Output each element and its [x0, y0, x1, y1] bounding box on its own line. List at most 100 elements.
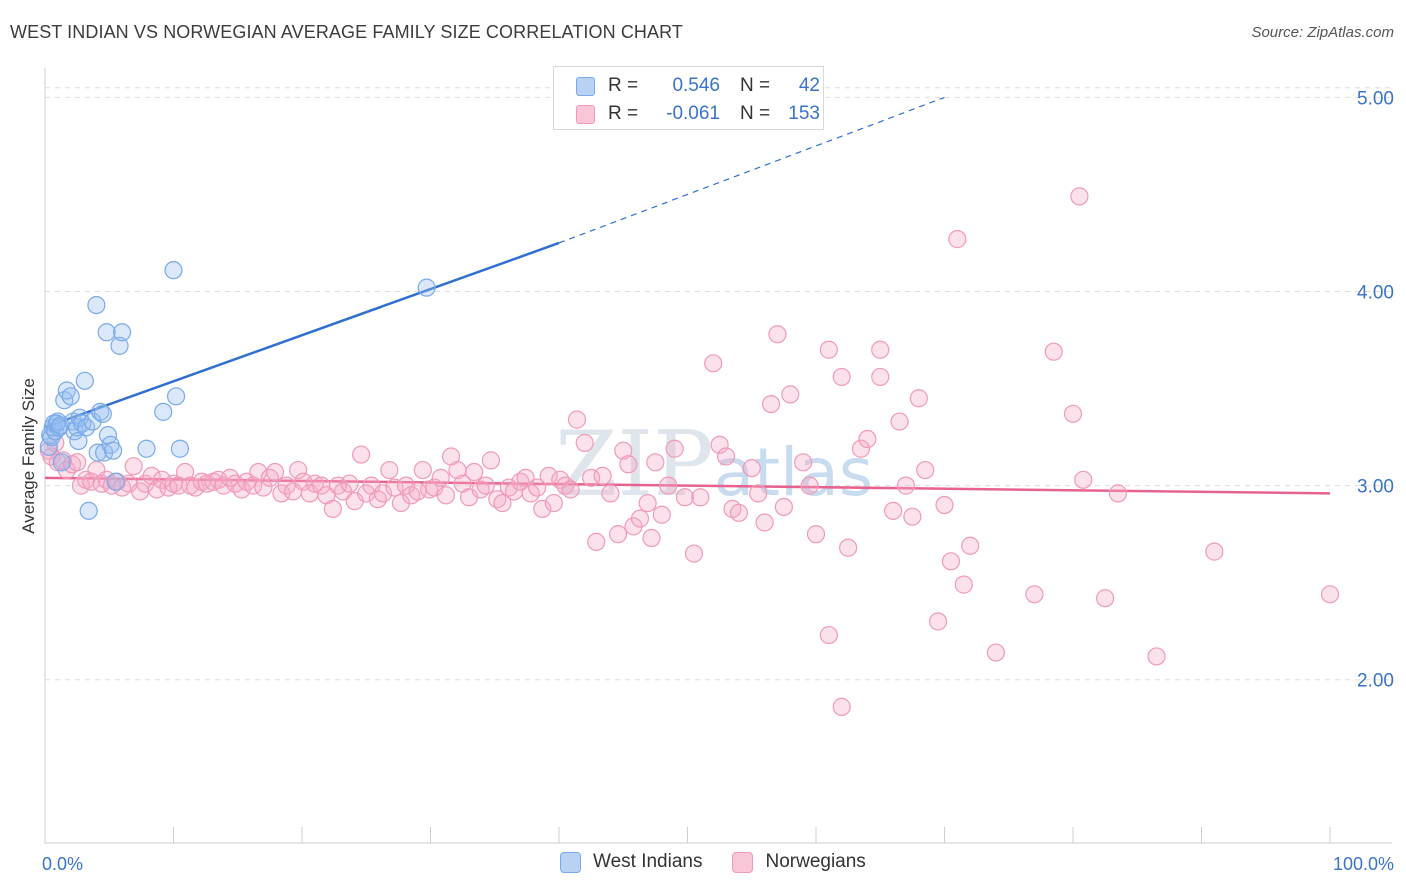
norwegians-point: [806, 525, 826, 544]
norwegians-point: [1205, 542, 1224, 561]
west-indians-point: [154, 402, 173, 421]
n-label: N =: [740, 103, 771, 124]
n-label: N =: [740, 75, 771, 96]
norwegians-points: [39, 187, 1340, 716]
norwegians-point: [638, 493, 657, 513]
west-indians-point: [75, 371, 94, 390]
norwegians-point: [465, 462, 484, 482]
r-label: R =: [608, 103, 639, 124]
norwegians-point: [368, 490, 387, 509]
west-indians-point: [79, 501, 98, 520]
west-indians-point: [97, 323, 116, 342]
west-indians-point: [104, 441, 123, 460]
norwegians-point: [385, 478, 404, 497]
axes: [44, 68, 1392, 844]
norwegians-point: [373, 484, 393, 503]
legend-item-norwegians[interactable]: Norwegians: [732, 851, 866, 873]
norwegians-point: [71, 476, 91, 495]
norwegians-point: [871, 367, 890, 387]
norwegians-point: [305, 474, 324, 493]
norwegians-point: [142, 466, 161, 486]
norwegians-point: [903, 507, 922, 526]
norwegians-point: [1147, 647, 1166, 666]
west-indians-point: [137, 439, 156, 458]
west-indians-point: [93, 404, 112, 423]
norwegians-point: [839, 538, 858, 557]
norwegians-point: [768, 325, 787, 344]
west-indians-point: [110, 336, 129, 355]
norwegians-point: [890, 412, 909, 431]
norwegians-point: [819, 340, 838, 359]
west-indians-point: [52, 453, 71, 472]
stats-legend: R = 0.546 N = 42 R = -0.061 N = 153: [553, 66, 824, 130]
west-indians-point: [91, 402, 110, 421]
norwegians-point: [729, 503, 749, 522]
chart-title: WEST INDIAN VS NORWEGIAN AVERAGE FAMILY …: [10, 22, 683, 42]
x-tick-label: 0.0%: [42, 854, 83, 874]
norwegians-point: [851, 439, 871, 458]
norwegians-point: [858, 429, 877, 449]
west-indians-point: [106, 472, 125, 491]
source-label: Source: ZipAtlas.com: [1251, 24, 1394, 41]
norwegians-point: [665, 439, 684, 458]
norwegians-point: [774, 497, 793, 517]
norwegians-point: [609, 525, 628, 544]
west-indians-trend-extension: [558, 96, 945, 244]
tick-labels: 2.00 3.00 4.00 5.00 0.0% 100.0%: [42, 88, 1394, 874]
norwegians-point: [781, 385, 800, 404]
norwegians-point: [646, 453, 665, 472]
norwegians-point: [493, 493, 512, 513]
norwegians-point: [755, 513, 774, 532]
legend-label-west-indians: West Indians: [593, 851, 703, 872]
watermark: ZIPatlas: [555, 412, 873, 517]
norwegians-point: [68, 453, 87, 472]
west-indians-trend-line: [44, 241, 560, 429]
norwegians-point: [948, 230, 967, 249]
y-axis-label: Average Family Size: [19, 378, 38, 534]
series-legend: West Indians Norwegians: [560, 851, 896, 873]
west-indians-swatch: [576, 76, 595, 96]
y-tick-label: 2.00: [1357, 671, 1394, 692]
norwegians-point: [431, 468, 450, 487]
norwegians-point: [561, 480, 580, 499]
norwegians-point: [528, 478, 547, 497]
norwegians-point: [704, 354, 723, 373]
norwegians-point: [1070, 187, 1089, 206]
norwegians-point: [941, 552, 961, 571]
norwegians-point: [909, 389, 928, 408]
norwegians-point: [582, 468, 601, 487]
norwegians-point: [476, 476, 495, 495]
norwegians-point: [289, 460, 308, 480]
west-indians-point: [112, 323, 132, 342]
norwegians-point: [710, 435, 729, 454]
norwegians-point: [614, 441, 633, 460]
norwegians-point: [601, 484, 620, 503]
norwegians-point: [916, 460, 935, 480]
west-indians-point: [164, 261, 183, 280]
r-value: 0.546: [672, 75, 720, 96]
norwegians-point: [961, 536, 980, 555]
norwegians-point: [147, 480, 166, 499]
norwegians-point: [954, 575, 973, 594]
norwegians-point: [380, 460, 399, 480]
norwegians-point: [1096, 589, 1115, 608]
norwegians-point: [883, 501, 903, 520]
norwegians-point: [1025, 585, 1044, 604]
norwegians-point: [575, 433, 594, 453]
norwegians-point: [871, 340, 890, 359]
norwegians-point: [323, 499, 342, 519]
n-value: 153: [788, 103, 820, 124]
x-tick-label: 100.0%: [1333, 854, 1394, 874]
norwegians-point: [593, 466, 612, 486]
norwegians-point: [896, 476, 916, 495]
norwegians-point: [619, 455, 638, 474]
norwegians-legend-swatch: [732, 851, 754, 873]
norwegians-point: [352, 445, 371, 464]
norwegians-point: [986, 643, 1006, 662]
legend-item-west-indians[interactable]: West Indians: [560, 851, 702, 873]
norwegians-point: [794, 453, 813, 472]
norwegians-point: [800, 476, 819, 495]
norwegians-point: [761, 394, 781, 414]
west-indians-legend-swatch: [560, 851, 581, 873]
norwegians-point: [175, 462, 195, 482]
